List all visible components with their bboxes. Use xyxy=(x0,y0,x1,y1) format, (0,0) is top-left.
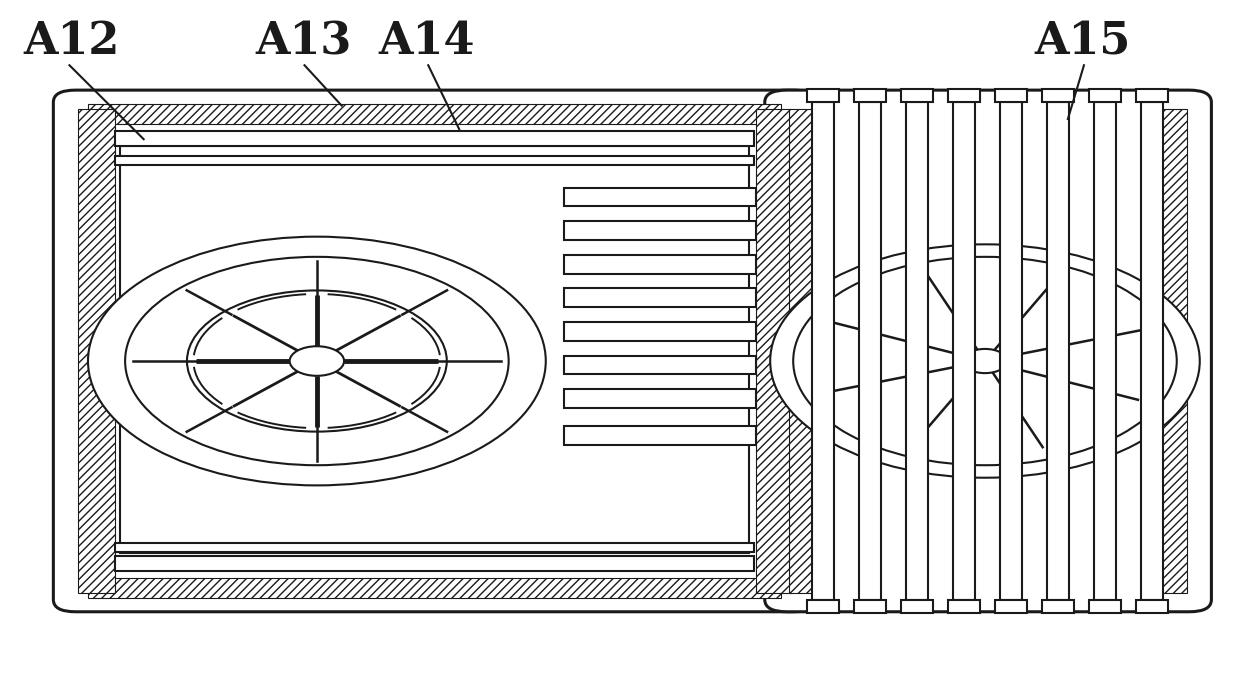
FancyBboxPatch shape xyxy=(53,90,816,612)
Bar xyxy=(564,389,756,408)
Bar xyxy=(1136,89,1168,102)
Bar xyxy=(564,356,756,375)
Bar xyxy=(812,102,835,599)
Bar xyxy=(807,599,839,613)
Bar xyxy=(88,103,781,124)
Circle shape xyxy=(962,349,1007,373)
Bar xyxy=(947,599,980,613)
Circle shape xyxy=(794,256,1177,465)
Bar xyxy=(115,157,754,165)
Circle shape xyxy=(187,290,446,431)
FancyBboxPatch shape xyxy=(765,90,1211,612)
Bar xyxy=(564,426,756,445)
Text: A12: A12 xyxy=(24,20,120,63)
Text: A14: A14 xyxy=(378,20,475,63)
Circle shape xyxy=(125,256,508,465)
Circle shape xyxy=(770,244,1200,478)
Bar xyxy=(120,146,749,554)
Bar xyxy=(78,109,115,593)
Bar xyxy=(564,322,756,341)
Bar xyxy=(1089,599,1121,613)
Circle shape xyxy=(88,237,546,485)
Bar xyxy=(564,255,756,273)
Bar xyxy=(854,599,887,613)
Bar xyxy=(88,578,781,598)
Bar xyxy=(900,599,932,613)
Bar xyxy=(756,109,791,593)
Bar xyxy=(1141,102,1163,599)
Bar xyxy=(947,89,980,102)
Bar xyxy=(900,89,932,102)
Bar xyxy=(1047,102,1069,599)
Bar xyxy=(564,188,756,207)
Bar xyxy=(564,288,756,307)
Bar xyxy=(564,221,756,240)
Bar xyxy=(994,599,1027,613)
Bar xyxy=(952,102,975,599)
Bar xyxy=(999,102,1022,599)
Bar xyxy=(115,556,754,571)
Bar xyxy=(1089,89,1121,102)
Bar xyxy=(859,102,882,599)
Bar xyxy=(854,89,887,102)
Text: A15: A15 xyxy=(1034,20,1131,63)
Circle shape xyxy=(290,346,343,376)
Bar xyxy=(994,89,1027,102)
Bar xyxy=(115,543,754,551)
Bar xyxy=(807,89,839,102)
Bar xyxy=(1152,109,1187,593)
Bar xyxy=(1136,599,1168,613)
Bar xyxy=(905,102,928,599)
Bar xyxy=(1042,599,1074,613)
Bar xyxy=(790,109,827,593)
Bar xyxy=(1042,89,1074,102)
Bar xyxy=(1094,102,1116,599)
Bar xyxy=(115,131,754,146)
Text: A13: A13 xyxy=(255,20,351,63)
